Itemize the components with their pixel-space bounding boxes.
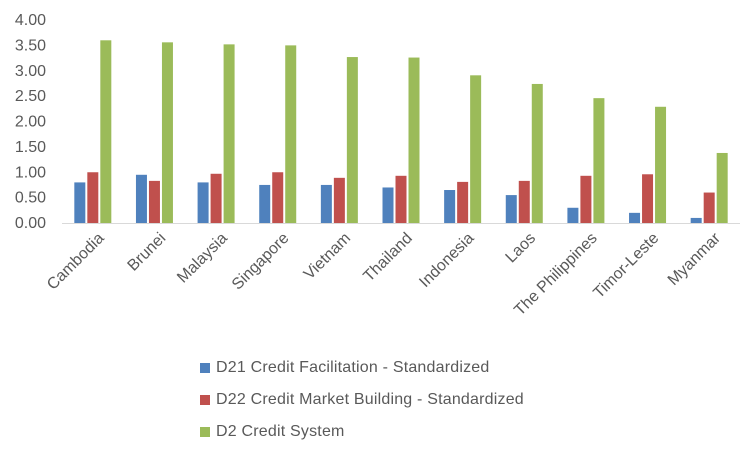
bar-thailand-series-1 <box>382 187 394 223</box>
bar-thailand-series-3 <box>408 57 420 224</box>
y-tick-label: 2.00 <box>15 114 46 131</box>
bar-the-philippines-series-1 <box>567 207 579 223</box>
x-category-label: Brunei <box>125 230 170 275</box>
legend-swatch-d2 <box>200 427 210 437</box>
bar-laos-series-3 <box>531 83 543 223</box>
bar-vietnam-series-1 <box>320 184 332 223</box>
legend-swatch-d22 <box>200 395 210 405</box>
bar-malaysia-series-2 <box>210 173 222 223</box>
y-tick-label: 1.50 <box>15 139 46 156</box>
bar-singapore-series-3 <box>285 45 297 223</box>
bar-malaysia-series-3 <box>223 44 235 223</box>
x-category-label: Singapore <box>229 230 293 294</box>
legend-item-d21: D21 Credit Facilitation - Standardized <box>200 352 524 384</box>
x-category-label: Malaysia <box>174 230 231 287</box>
legend-label-d22: D22 Credit Market Building - Standardize… <box>216 391 524 408</box>
y-axis: 0.00 0.50 1.00 1.50 2.00 2.50 3.00 3.50 4.00 <box>15 12 46 232</box>
bar-cambodia-series-3 <box>100 40 112 223</box>
bar-myanmar-series-1 <box>690 217 702 223</box>
bar-laos-series-2 <box>518 180 530 223</box>
x-category-label: Indonesia <box>416 230 477 291</box>
bar-malaysia-series-1 <box>197 182 209 223</box>
y-tick-label: 1.00 <box>15 164 46 181</box>
bar-myanmar-series-2 <box>703 192 715 223</box>
bar-vietnam-series-2 <box>333 177 345 223</box>
legend-item-d22: D22 Credit Market Building - Standardize… <box>200 384 524 416</box>
bar-cambodia-series-2 <box>87 172 99 223</box>
bar-timor-leste-series-2 <box>642 174 654 223</box>
y-tick-label: 2.50 <box>15 88 46 105</box>
bar-myanmar-series-3 <box>716 152 728 223</box>
bar-timor-leste-series-1 <box>629 212 641 223</box>
y-tick-label: 3.50 <box>15 37 46 54</box>
x-category-label: Vietnam <box>301 230 354 283</box>
bar-cambodia-series-1 <box>74 182 86 223</box>
x-category-label: Thailand <box>360 230 415 285</box>
bar-indonesia-series-2 <box>457 181 469 223</box>
legend-label-d2: D2 Credit System <box>216 423 345 440</box>
bar-indonesia-series-1 <box>444 190 456 223</box>
legend-swatch-d21 <box>200 363 210 373</box>
bar-chart: 0.00 0.50 1.00 1.50 2.00 2.50 3.00 3.50 4.00 Cam… <box>15 12 740 319</box>
bar-brunei-series-1 <box>135 174 147 223</box>
bar-the-philippines-series-3 <box>593 98 605 223</box>
bar-laos-series-1 <box>505 195 517 223</box>
y-tick-label: 0.00 <box>15 215 46 232</box>
y-tick-label: 4.00 <box>15 12 46 29</box>
bar-timor-leste-series-3 <box>655 106 667 223</box>
bar-brunei-series-3 <box>161 42 173 223</box>
x-category-label: Cambodia <box>44 230 108 294</box>
bar-indonesia-series-3 <box>470 75 482 223</box>
bar-singapore-series-2 <box>272 172 284 223</box>
legend: D21 Credit Facilitation - Standardized D… <box>200 352 524 448</box>
x-category-label: Timor-Leste <box>590 230 662 302</box>
bar-brunei-series-2 <box>148 180 160 223</box>
bar-singapore-series-1 <box>259 184 271 223</box>
legend-label-d21: D21 Credit Facilitation - Standardized <box>216 359 490 376</box>
bar-vietnam-series-3 <box>346 57 358 223</box>
bars <box>74 40 728 224</box>
bar-the-philippines-series-2 <box>580 175 592 223</box>
legend-item-d2: D2 Credit System <box>200 416 524 448</box>
x-category-label: Laos <box>503 230 540 267</box>
y-tick-label: 3.00 <box>15 63 46 80</box>
y-tick-label: 0.50 <box>15 190 46 207</box>
bar-thailand-series-2 <box>395 175 407 223</box>
x-category-label: Myanmar <box>665 229 725 289</box>
